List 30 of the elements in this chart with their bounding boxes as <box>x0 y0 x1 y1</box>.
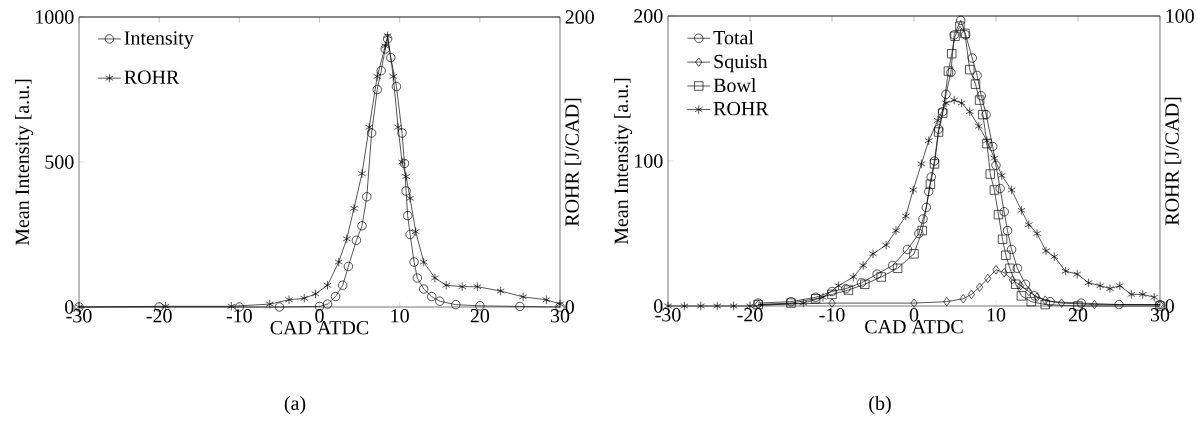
legend-label: Total <box>713 30 754 45</box>
y2-tick-label: 200 <box>565 10 594 24</box>
x-tick-label: 20 <box>470 309 490 323</box>
legend-label: Intensity <box>124 31 194 49</box>
x-tick-label: 0 <box>315 309 324 323</box>
text: (b) <box>869 395 891 415</box>
y-axis-title: Mean Intensity [a.u.] <box>613 78 633 245</box>
y2-axis-title: ROHR [J/CAD] <box>1164 97 1182 226</box>
text: (a) <box>284 395 306 415</box>
x-tick-label: -20 <box>146 309 172 323</box>
y2-axis-title: ROHR [J/CAD] <box>564 98 582 227</box>
legend-label: ROHR <box>713 101 769 116</box>
y-tick-label: 500 <box>45 155 74 169</box>
y-axis-title: Mean Intensity [a.u.] <box>14 79 34 246</box>
y-tick-label: 200 <box>634 9 663 23</box>
y-tick-label: 100 <box>635 154 663 168</box>
y2-tick-label: 100 <box>1166 9 1194 23</box>
x-tick-label: 0 <box>909 308 919 322</box>
x-tick-label: 10 <box>391 309 409 323</box>
x-tick-label: -10 <box>819 308 845 322</box>
y-tick-label: 1000 <box>36 10 74 24</box>
x-tick-label: 20 <box>1068 308 1088 322</box>
legend-label: Squish <box>714 54 768 73</box>
legend-label: Bowl <box>713 78 757 93</box>
x-tick-label: 10 <box>987 308 1006 322</box>
x-tick-label: -10 <box>226 309 252 323</box>
x-axis-title: CAD ATDC <box>270 321 369 335</box>
x-axis-title: CAD ATDC <box>865 320 963 334</box>
legend-label: ROHR <box>124 70 180 84</box>
x-tick-label: -20 <box>737 308 763 322</box>
